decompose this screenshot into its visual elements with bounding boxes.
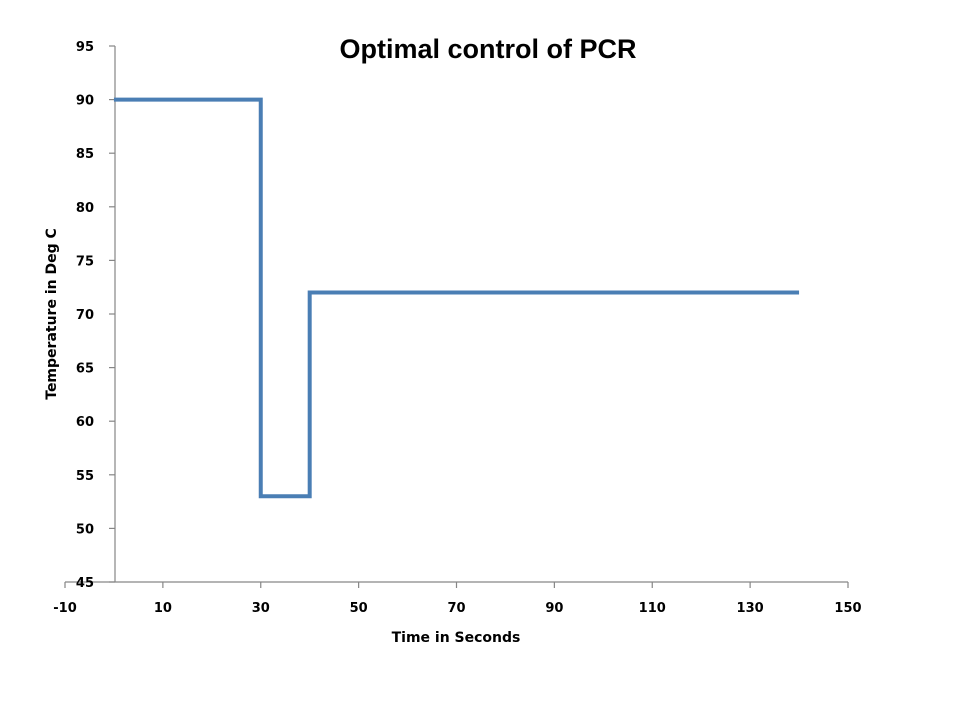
y-axis-title: Temperature in Deg C: [44, 228, 60, 400]
chart-title: Optimal control of PCR: [340, 34, 637, 64]
x-tick-label: 130: [737, 601, 764, 616]
y-tick-label: 60: [76, 415, 94, 430]
y-tick-label: 65: [76, 362, 94, 377]
x-tick-label: 10: [154, 601, 172, 616]
y-tick-label: 80: [76, 201, 94, 216]
x-tick-label: 110: [639, 601, 666, 616]
x-ticks: -10 10 30 50 70 90 110 130 150: [53, 582, 862, 616]
x-tick-label: 50: [350, 601, 368, 616]
series-line: [113, 97, 800, 499]
x-tick-label: 90: [545, 601, 563, 616]
y-tick-label: 85: [76, 147, 94, 162]
y-tick-label: 45: [76, 576, 94, 591]
y-tick-label: 90: [76, 94, 94, 109]
y-tick-label: 55: [76, 469, 94, 484]
x-tick-label: 150: [834, 601, 861, 616]
x-tick-label: 70: [447, 601, 465, 616]
series-group: [113, 97, 800, 499]
y-tick-label: 75: [76, 254, 94, 269]
y-ticks: 45 50 55 60 65 70 75 80 85 90 95: [76, 40, 115, 591]
y-tick-label: 70: [76, 308, 94, 323]
x-axis-title: Time in Seconds: [392, 630, 521, 646]
x-tick-label: 30: [252, 601, 270, 616]
x-tick-label: -10: [53, 601, 77, 616]
y-tick-label: 95: [76, 40, 94, 55]
y-tick-label: 50: [76, 522, 94, 537]
